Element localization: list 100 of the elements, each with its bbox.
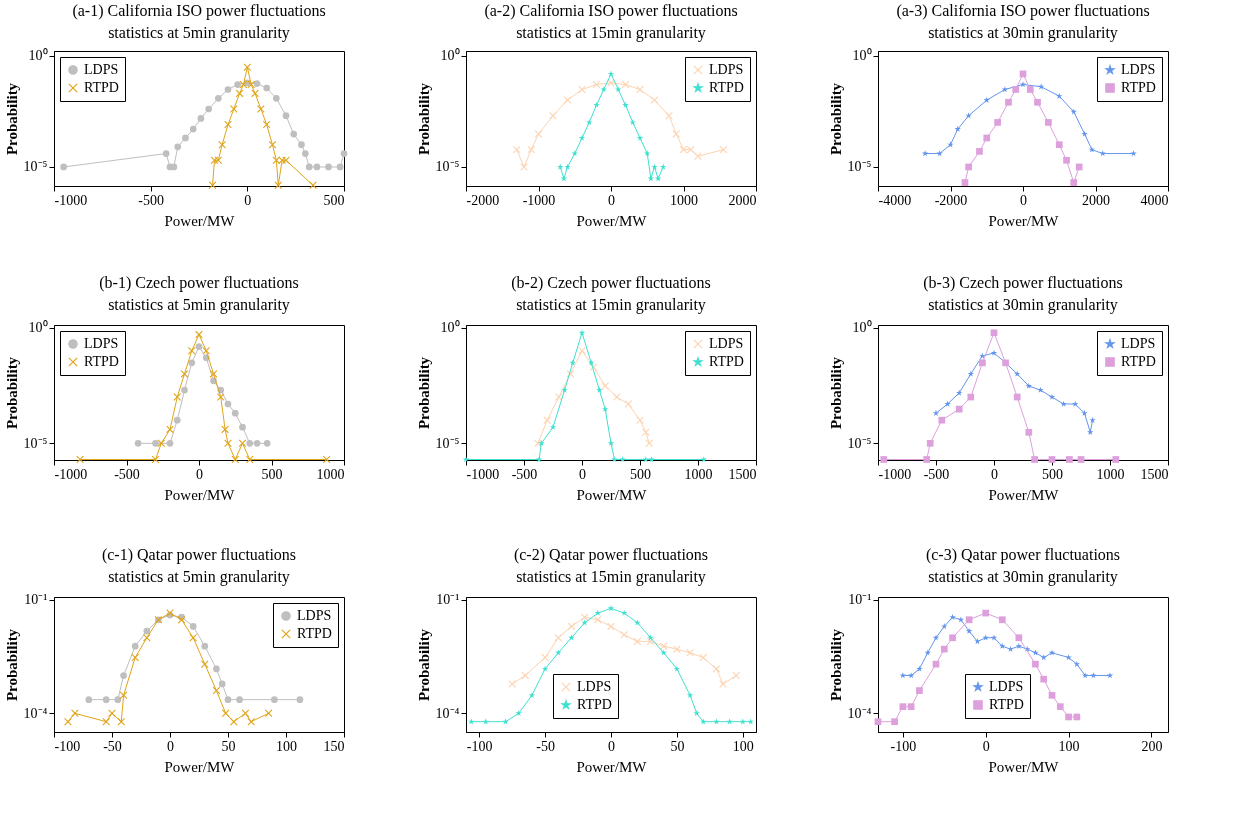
y-axis-title: Probability [827, 628, 844, 702]
y-tick-label: 10⁻⁵ [23, 435, 48, 451]
y-tick-label: 10⁰ [852, 320, 872, 336]
y-tick-label: 10⁻⁴ [435, 705, 460, 721]
legend-label: RTPD [1121, 354, 1156, 369]
chart-title: (c-1) Qatar power fluctuations statistics at 5min granularity [101, 545, 297, 586]
y-axis-title: Probability [3, 628, 20, 702]
x-tick-label: 0 [196, 466, 203, 482]
y-axis-title: Probability [827, 82, 844, 156]
y-tick-label: 10⁻⁵ [435, 435, 460, 451]
x-tick-label: 1500 [728, 466, 757, 482]
x-tick-label: 50 [670, 738, 685, 754]
x-tick-label: 2000 [728, 192, 757, 208]
x-tick-label: 0 [1020, 192, 1027, 208]
legend-label: LDPS [1121, 62, 1156, 77]
x-tick-label: 500 [1042, 466, 1063, 482]
legend-label: LDPS [709, 62, 744, 77]
legend-label: RTPD [84, 80, 119, 95]
x-axis-title: Power/MW [988, 486, 1060, 503]
y-tick-label: 10⁰ [28, 320, 48, 336]
chart-title: (b-1) Czech power fluctuations statistics at 5min granularity [99, 273, 299, 314]
x-tick-label: 1000 [670, 192, 698, 208]
y-axis-title: Probability [415, 628, 432, 702]
x-tick-label: -1000 [54, 192, 88, 208]
legend-label: RTPD [577, 697, 612, 712]
x-tick-label: 1500 [1140, 466, 1169, 482]
x-tick-label: -1000 [466, 466, 500, 482]
x-tick-label: 0 [608, 738, 615, 754]
y-tick-label: 10⁻⁵ [847, 435, 872, 451]
y-tick-label: 10⁻¹ [24, 592, 48, 608]
y-tick-label: 10⁰ [440, 320, 460, 336]
x-tick-label: 500 [630, 466, 651, 482]
x-tick-label: -2000 [934, 192, 968, 208]
legend-label: LDPS [297, 608, 332, 623]
legend-label: RTPD [709, 80, 744, 95]
legend-label: RTPD [1121, 80, 1156, 95]
y-axis-title: Probability [827, 356, 844, 430]
legend-label: RTPD [84, 354, 119, 369]
x-tick-label: 1000 [316, 466, 345, 482]
y-tick-label: 10⁻⁴ [23, 705, 48, 721]
y-axis-title: Probability [415, 356, 432, 430]
x-tick-label: 1000 [1096, 466, 1125, 482]
x-tick-label: 100 [276, 738, 297, 754]
x-tick-label: 0 [579, 466, 586, 482]
chart-title: (b-3) Czech power fluctuations statistics at 30min granularity [923, 273, 1123, 314]
y-tick-label: 10⁻¹ [848, 592, 872, 608]
x-axis-title: Power/MW [576, 758, 648, 775]
y-tick-label: 10⁻⁴ [847, 705, 872, 721]
x-tick-label: -100 [54, 738, 81, 754]
x-tick-label: -500 [138, 192, 164, 208]
y-axis-title: Probability [3, 82, 20, 156]
x-tick-label: -500 [923, 466, 950, 482]
x-tick-label: 50 [221, 738, 236, 754]
y-axis-title: Probability [415, 82, 432, 156]
x-tick-label: -100 [466, 738, 493, 754]
legend-label: LDPS [989, 679, 1024, 694]
x-tick-label: 0 [608, 192, 615, 208]
x-axis-title: Power/MW [164, 212, 236, 229]
legend-label: RTPD [297, 626, 332, 641]
x-tick-label: 0 [244, 192, 252, 208]
chart-title: (b-2) Czech power fluctuations statistics at 15min granularity [511, 273, 711, 314]
chart-title: (a-3) California ISO power fluctuations statistics at 30min granularity [896, 1, 1150, 42]
y-tick-label: 10⁰ [28, 48, 48, 64]
x-tick-label: 100 [1058, 738, 1080, 754]
chart-title: (a-2) California ISO power fluctuations statistics at 15min granularity [484, 1, 738, 42]
x-tick-label: -500 [114, 466, 140, 482]
chart-title: (c-2) Qatar power fluctuations statistics at 15min granularity [513, 545, 709, 586]
x-tick-label: -500 [511, 466, 538, 482]
legend-label: RTPD [989, 697, 1024, 712]
y-tick-label: 10⁻¹ [436, 592, 460, 608]
x-axis-title: Power/MW [164, 486, 236, 503]
x-tick-label: -100 [890, 738, 917, 754]
x-axis-title: Power/MW [164, 758, 236, 775]
legend-label: LDPS [84, 336, 119, 351]
chart-title: (c-3) Qatar power fluctuations statistics at 30min granularity [925, 545, 1121, 586]
x-tick-label: 200 [1141, 738, 1163, 754]
x-tick-label: 0 [991, 466, 998, 482]
y-tick-label: 10⁰ [852, 48, 872, 64]
x-tick-label: 2000 [1082, 192, 1110, 208]
x-tick-label: 500 [323, 192, 345, 208]
legend-label: LDPS [709, 336, 744, 351]
x-tick-label: -50 [536, 738, 555, 754]
x-axis-title: Power/MW [988, 212, 1060, 229]
x-axis-title: Power/MW [576, 486, 648, 503]
legend-label: LDPS [1121, 336, 1156, 351]
legend-label: LDPS [84, 62, 119, 77]
x-tick-label: 500 [261, 466, 283, 482]
y-tick-label: 10⁰ [440, 48, 460, 64]
y-tick-label: 10⁻⁵ [23, 159, 48, 175]
x-tick-label: -1000 [878, 466, 912, 482]
y-tick-label: 10⁻⁵ [847, 159, 872, 175]
legend-label: RTPD [709, 354, 744, 369]
x-tick-label: -4000 [878, 192, 912, 208]
x-axis-title: Power/MW [576, 212, 648, 229]
x-tick-label: 0 [982, 738, 990, 754]
x-tick-label: 150 [323, 738, 345, 754]
x-tick-label: -1000 [522, 192, 556, 208]
y-tick-label: 10⁻⁵ [435, 159, 460, 175]
chart-title: (a-1) California ISO power fluctuations statistics at 5min granularity [72, 1, 326, 42]
legend-label: LDPS [577, 679, 612, 694]
